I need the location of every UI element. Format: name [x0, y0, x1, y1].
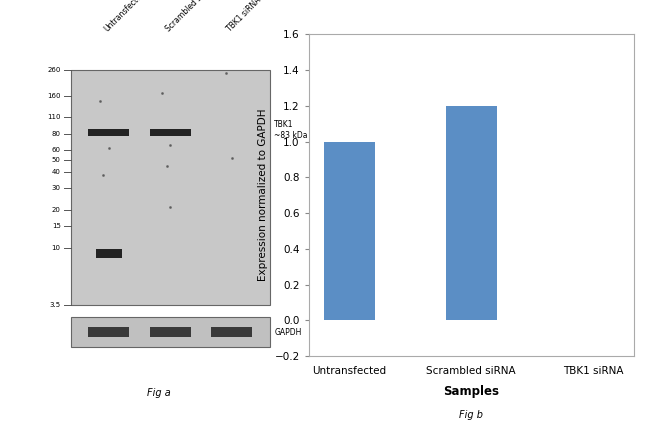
Text: Untransfected: Untransfected [103, 0, 148, 33]
Text: TBK1
~83 kDa: TBK1 ~83 kDa [274, 120, 307, 140]
Bar [211, 327, 252, 337]
Text: Fig b: Fig b [460, 411, 483, 420]
Bar [446, 106, 497, 320]
Y-axis label: Expression normalized to GAPDH: Expression normalized to GAPDH [257, 109, 268, 281]
Text: 30: 30 [51, 185, 60, 191]
Bar [88, 129, 129, 136]
Text: Scrambled siRNA: Scrambled siRNA [164, 0, 217, 33]
Text: 40: 40 [52, 169, 60, 175]
Text: TBK1 siRNA: TBK1 siRNA [226, 0, 263, 33]
Bar [150, 129, 191, 136]
Text: 10: 10 [51, 245, 60, 251]
Bar [324, 142, 375, 320]
Text: 20: 20 [52, 207, 60, 213]
Text: 3.5: 3.5 [49, 302, 60, 308]
Bar [88, 327, 129, 337]
Bar [71, 70, 270, 305]
Bar [150, 327, 191, 337]
Text: 80: 80 [51, 131, 60, 137]
Text: 160: 160 [47, 94, 60, 100]
Text: GAPDH: GAPDH [274, 328, 302, 337]
Text: 60: 60 [51, 147, 60, 153]
Text: 260: 260 [47, 67, 60, 73]
Text: 15: 15 [52, 223, 60, 229]
Bar [96, 249, 122, 258]
Text: 110: 110 [47, 114, 60, 120]
X-axis label: Samples: Samples [443, 385, 499, 398]
Text: Fig a: Fig a [147, 388, 170, 398]
Text: 50: 50 [52, 157, 60, 163]
Bar [71, 317, 270, 347]
